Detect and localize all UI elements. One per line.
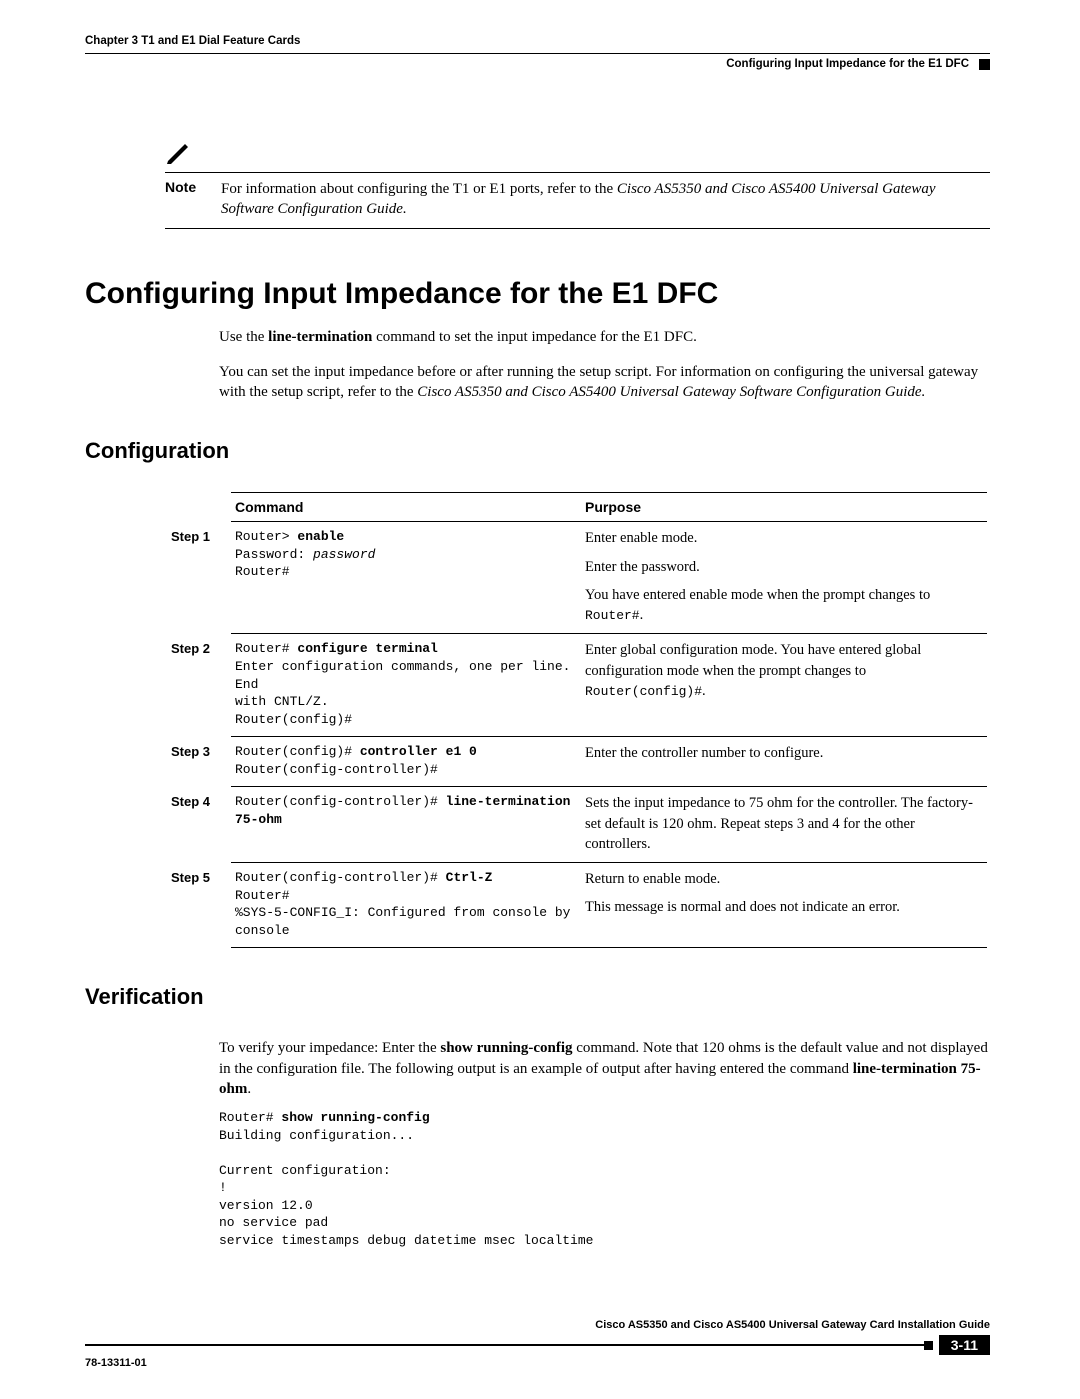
table-header-purpose: Purpose [581,493,987,522]
footer-doc-id: 78-13311-01 [85,1357,990,1369]
command-cell: Router# configure terminal Enter configu… [231,634,581,737]
purpose-cell: Enter global configuration mode. You hav… [581,634,987,737]
footer-bar: 3-11 [85,1335,990,1355]
footer-rule [85,1344,924,1346]
command-cell: Router> enable Password: password Router… [231,522,581,634]
configuration-heading: Configuration [85,438,990,464]
note-row: Note For information about configuring t… [165,172,990,229]
table-row: Step 1 Router> enable Password: password… [167,522,987,634]
command-cell: Router(config-controller)# Ctrl-Z Router… [231,863,581,948]
page-number: 3-11 [939,1335,990,1355]
page-title: Configuring Input Impedance for the E1 D… [85,277,990,311]
step-label: Step 3 [167,737,231,787]
page-footer: Cisco AS5350 and Cisco AS5400 Universal … [85,1319,990,1369]
header-marker-icon [979,59,990,70]
chapter-label: Chapter 3 T1 and E1 Dial Feature Cards [85,35,300,47]
verification-para: To verify your impedance: Enter the show… [219,1038,990,1099]
header-rule [85,53,990,54]
running-header: Chapter 3 T1 and E1 Dial Feature Cards [85,35,990,47]
note-block: Note For information about configuring t… [165,142,990,229]
step-label: Step 4 [167,787,231,863]
purpose-cell: Sets the input impedance to 75 ohm for t… [581,787,987,863]
footer-square-icon [924,1341,933,1350]
table-row: Step 2 Router# configure terminal Enter … [167,634,987,737]
footer-page-box: 3-11 [924,1335,990,1355]
section-label: Configuring Input Impedance for the E1 D… [726,58,969,70]
command-cell: Router(config-controller)# line-terminat… [231,787,581,863]
purpose-cell: Enter enable mode. Enter the password. Y… [581,522,987,634]
table-header-empty [167,493,231,522]
note-text: For information about configuring the T1… [221,179,990,220]
step-label: Step 1 [167,522,231,634]
table-row: Step 5 Router(config-controller)# Ctrl-Z… [167,863,987,948]
intro-para-2: You can set the input impedance before o… [219,362,990,403]
purpose-cell: Return to enable mode. This message is n… [581,863,987,948]
step-label: Step 2 [167,634,231,737]
table-header-command: Command [231,493,581,522]
command-cell: Router(config)# controller e1 0 Router(c… [231,737,581,787]
page: Chapter 3 T1 and E1 Dial Feature Cards C… [0,0,1080,1399]
verification-code-block: Router# show running-config Building con… [219,1109,990,1249]
table-header-row: Command Purpose [167,493,987,522]
section-header-row: Configuring Input Impedance for the E1 D… [85,58,990,70]
step-label: Step 5 [167,863,231,948]
table-row: Step 4 Router(config-controller)# line-t… [167,787,987,863]
command-table: Command Purpose Step 1 Router> enable Pa… [167,492,987,948]
verification-heading: Verification [85,984,990,1010]
table-row: Step 3 Router(config)# controller e1 0 R… [167,737,987,787]
footer-guide-title: Cisco AS5350 and Cisco AS5400 Universal … [85,1319,990,1331]
intro-para-1: Use the line-termination command to set … [219,327,990,347]
pencil-icon [165,142,990,170]
purpose-cell: Enter the controller number to configure… [581,737,987,787]
note-label: Note [165,179,221,220]
